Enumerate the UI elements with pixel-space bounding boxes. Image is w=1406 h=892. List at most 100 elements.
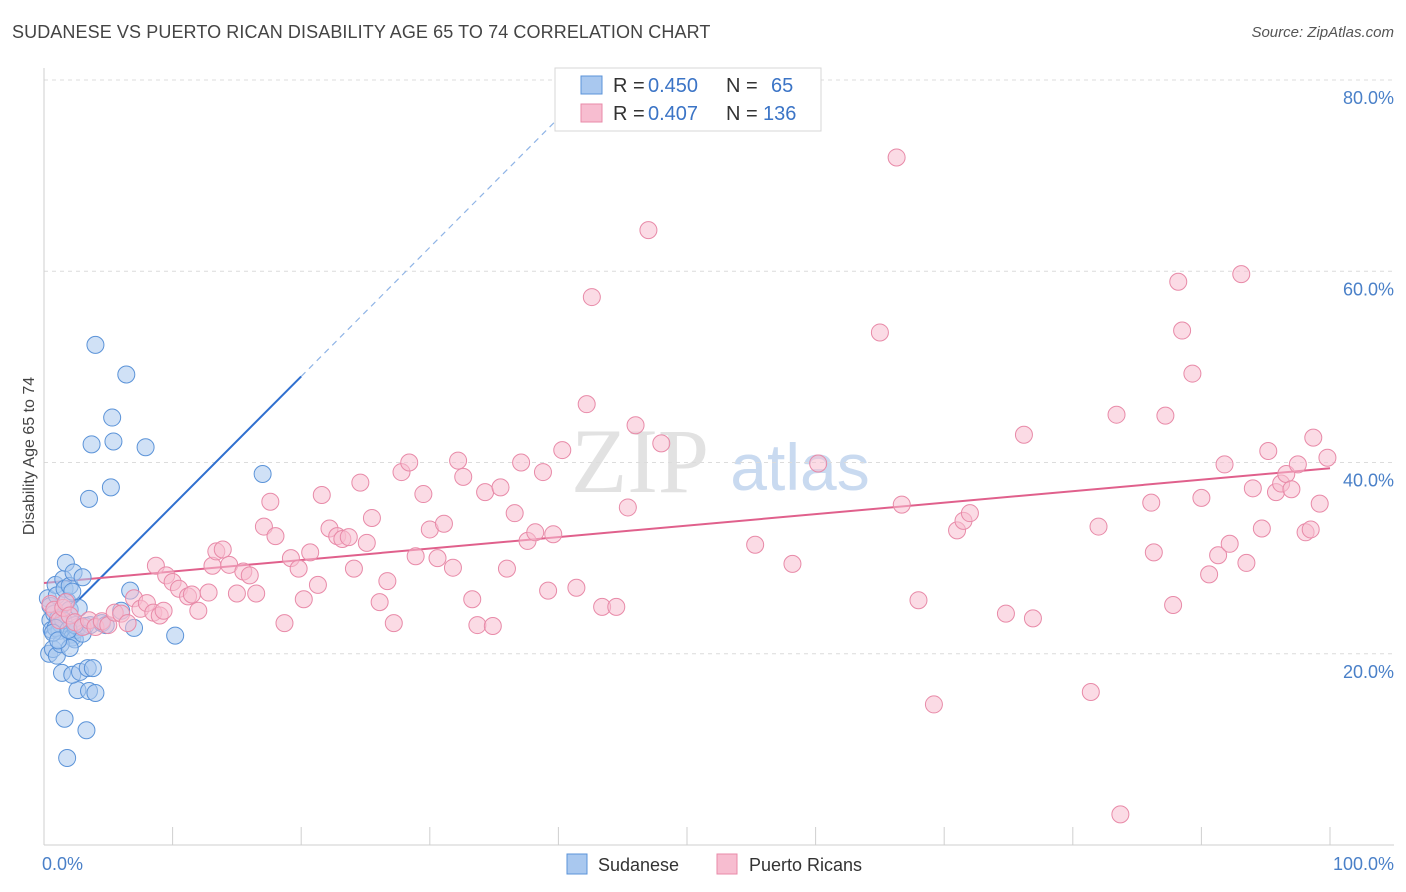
data-point-puerto-ricans: [1209, 546, 1228, 565]
data-point-puerto-ricans: [1173, 321, 1192, 340]
data-point-puerto-ricans: [539, 581, 558, 600]
data-point-puerto-ricans: [344, 559, 363, 578]
legend-bottom-swatch-sudanese: [566, 853, 588, 875]
data-point-puerto-ricans: [996, 604, 1015, 623]
data-point-puerto-ricans: [384, 614, 403, 633]
data-point-puerto-ricans: [312, 486, 331, 505]
y-axis-title: Disability Age 65 to 74: [21, 377, 38, 535]
data-point-puerto-ricans: [189, 601, 208, 620]
data-point-puerto-ricans: [1318, 448, 1337, 467]
data-point-sudanese: [136, 438, 155, 457]
y-tick-label: 80.0%: [1343, 88, 1394, 108]
data-point-sudanese: [253, 464, 272, 483]
data-point-sudanese: [55, 709, 74, 728]
data-point-puerto-ricans: [476, 483, 495, 502]
data-point-puerto-ricans: [449, 451, 468, 470]
legend-n-value: 136: [763, 103, 796, 125]
data-point-puerto-ricans: [428, 549, 447, 568]
data-point-puerto-ricans: [652, 434, 671, 453]
data-point-puerto-ricans: [567, 578, 586, 597]
data-point-puerto-ricans: [1089, 517, 1108, 536]
data-point-puerto-ricans: [783, 554, 802, 573]
legend-r-label: R =: [613, 103, 645, 125]
data-point-puerto-ricans: [213, 540, 232, 559]
data-point-puerto-ricans: [1183, 364, 1202, 383]
data-point-puerto-ricans: [618, 498, 637, 517]
series-puerto-ricans: [41, 148, 1337, 824]
data-point-sudanese: [83, 659, 102, 678]
data-point-puerto-ricans: [512, 453, 531, 472]
data-point-puerto-ricans: [154, 601, 173, 620]
data-point-puerto-ricans: [909, 591, 928, 610]
data-point-puerto-ricans: [1111, 805, 1130, 824]
data-point-puerto-ricans: [1142, 493, 1161, 512]
data-point-puerto-ricans: [414, 485, 433, 504]
source-label: Source: ZipAtlas.com: [1251, 24, 1394, 41]
legend-bottom-label-sudanese: Sudanese: [598, 855, 679, 875]
data-point-puerto-ricans: [924, 695, 943, 714]
legend-n-label: N =: [726, 75, 758, 97]
data-point-puerto-ricans: [199, 583, 218, 602]
data-point-puerto-ricans: [227, 584, 246, 603]
data-point-puerto-ricans: [266, 527, 285, 546]
data-point-puerto-ricans: [626, 416, 645, 435]
legend-bottom-swatch-puerto-ricans: [716, 853, 738, 875]
data-point-sudanese: [117, 365, 136, 384]
legend-top: R = 0.450 N = 65 R = 0.407 N = 136: [554, 67, 822, 132]
data-point-puerto-ricans: [1282, 480, 1301, 499]
data-point-puerto-ricans: [1169, 272, 1188, 291]
legend-n-value: 65: [771, 75, 793, 97]
chart-title: SUDANESE VS PUERTO RICAN DISABILITY AGE …: [12, 22, 711, 42]
data-point-puerto-ricans: [526, 523, 545, 542]
y-tick-label: 40.0%: [1343, 471, 1394, 491]
data-point-puerto-ricans: [1220, 534, 1239, 553]
legend-swatch-sudanese: [580, 75, 603, 95]
data-point-puerto-ricans: [533, 463, 552, 482]
trend-line-puerto-ricans: [43, 467, 1331, 584]
data-point-puerto-ricans: [1237, 553, 1256, 572]
data-point-sudanese: [73, 568, 92, 587]
data-point-puerto-ricans: [289, 559, 308, 578]
data-point-puerto-ricans: [351, 473, 370, 492]
data-point-puerto-ricans: [582, 288, 601, 307]
data-point-puerto-ricans: [1259, 442, 1278, 461]
data-point-puerto-ricans: [468, 616, 487, 635]
data-point-puerto-ricans: [400, 453, 419, 472]
data-point-puerto-ricans: [247, 584, 266, 603]
data-point-puerto-ricans: [1081, 683, 1100, 701]
legend-r-label: R =: [613, 75, 645, 97]
data-point-puerto-ricans: [406, 547, 425, 566]
data-point-puerto-ricans: [1243, 479, 1262, 498]
data-point-puerto-ricans: [887, 148, 906, 167]
data-point-puerto-ricans: [491, 478, 510, 497]
data-point-puerto-ricans: [261, 492, 280, 511]
data-point-puerto-ricans: [809, 454, 828, 473]
legend-bottom-label-puerto-ricans: Puerto Ricans: [749, 855, 862, 875]
trend-line-sudanese: [43, 375, 302, 636]
data-point-puerto-ricans: [275, 614, 294, 633]
data-point-puerto-ricans: [1304, 428, 1323, 447]
data-point-sudanese: [166, 626, 185, 645]
legend-r-value: 0.407: [648, 103, 698, 125]
data-point-puerto-ricans: [254, 517, 273, 536]
data-point-puerto-ricans: [370, 593, 389, 612]
x-tick-label: 100.0%: [1333, 854, 1394, 874]
data-point-sudanese: [103, 408, 122, 427]
data-point-puerto-ricans: [483, 617, 502, 636]
data-point-puerto-ricans: [301, 543, 320, 562]
tick-labels: 20.0% 40.0% 60.0% 80.0% 0.0% 100.0%: [42, 88, 1394, 874]
data-point-puerto-ricans: [182, 585, 201, 604]
data-point-sudanese: [86, 335, 105, 354]
data-point-puerto-ricans: [357, 533, 376, 552]
legend-n-label: N =: [726, 103, 758, 125]
data-point-puerto-ricans: [1310, 494, 1329, 513]
data-point-puerto-ricans: [1023, 609, 1042, 628]
data-point-puerto-ricans: [362, 508, 381, 527]
data-point-sudanese: [86, 683, 105, 702]
data-point-sudanese: [58, 748, 77, 767]
data-point-puerto-ricans: [378, 572, 397, 591]
data-point-puerto-ricans: [577, 395, 596, 414]
trend-lines: [43, 117, 1331, 636]
data-point-puerto-ricans: [1164, 595, 1183, 614]
